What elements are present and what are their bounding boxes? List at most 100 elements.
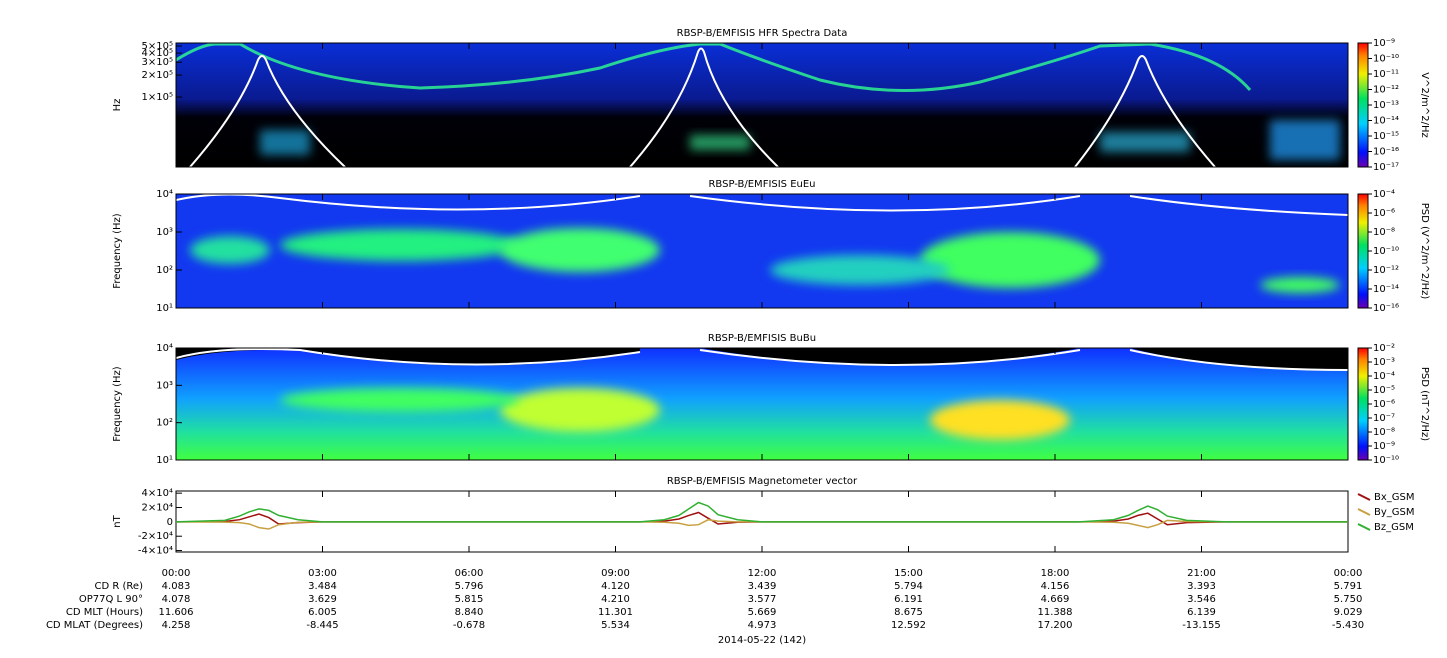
ephemeris-value: 11.301: [598, 607, 633, 618]
colorbar-tick-label: 10⁻¹⁶: [1373, 147, 1399, 158]
y-tick-label: 2×10⁴: [142, 503, 173, 514]
y-tick-label: 3×10⁵: [142, 57, 173, 68]
colorbar-tick-label: 10⁻⁶: [1373, 399, 1395, 410]
series-line: [175, 511, 1348, 526]
ephemeris-value: 11.388: [1038, 607, 1073, 618]
ephemeris-value: 3.577: [748, 594, 777, 605]
spectrogram-image: [176, 43, 1348, 167]
x-tick-label: 09:00: [601, 568, 630, 579]
date-label: 2014-05-22 (142): [718, 635, 806, 646]
colorbar-tick-label: 10⁻³: [1373, 357, 1395, 368]
ephemeris-value: 11.606: [159, 607, 194, 618]
spectrogram-image: [176, 194, 1348, 308]
colorbar-tick-label: 10⁻¹²: [1373, 265, 1399, 276]
colorbar-tick-label: 10⁻⁴: [1373, 371, 1395, 382]
x-tick-label: 00:00: [162, 568, 191, 579]
ephemeris-value: 4.669: [1041, 594, 1070, 605]
x-tick-label: 06:00: [455, 568, 484, 579]
ephemeris-value: 6.139: [1187, 607, 1216, 618]
y-tick-label: 4×10⁴: [142, 488, 173, 499]
colorbar-tick-label: 10⁻¹⁴: [1373, 284, 1399, 295]
panel-title: RBSP-B/EMFISIS EuEu: [708, 179, 815, 190]
ephemeris-value: 5.534: [601, 620, 630, 631]
colorbar-tick-label: 10⁻¹⁵: [1373, 131, 1399, 142]
ephemeris-value: -0.678: [453, 620, 485, 631]
legend-label: Bx_GSM: [1374, 492, 1415, 503]
ephemeris-value: 4.083: [162, 581, 191, 592]
ephemeris-value: -5.430: [1332, 620, 1364, 631]
y-tick-label: 10⁴: [156, 189, 173, 200]
ephemeris-value: 8.840: [455, 607, 484, 618]
ephemeris-value: 17.200: [1038, 620, 1073, 631]
ephemeris-value: 8.675: [894, 607, 923, 618]
colorbar: [1357, 193, 1369, 309]
ephemeris-value: 5.815: [455, 594, 484, 605]
ephemeris-value: 3.393: [1187, 581, 1216, 592]
ephemeris-value: 9.029: [1334, 607, 1363, 618]
legend-label: Bz_GSM: [1374, 522, 1414, 533]
ephemeris-label: CD MLAT (Degrees): [46, 620, 143, 631]
ephemeris-label: CD MLT (Hours): [66, 607, 143, 618]
panel-title: RBSP-B/EMFISIS BuBu: [708, 333, 816, 344]
legend-swatch: [1357, 523, 1371, 531]
colorbar: [1357, 347, 1369, 461]
colorbar-tick-label: 10⁻¹⁰: [1373, 455, 1399, 466]
colorbar: [1357, 42, 1369, 168]
ephemeris-value: 3.439: [748, 581, 777, 592]
colorbar-tick-label: 10⁻⁶: [1373, 208, 1395, 219]
ephemeris-value: 4.078: [162, 594, 191, 605]
y-axis-label: nT: [112, 514, 123, 527]
y-axis-label: Frequency (Hz): [112, 213, 123, 289]
colorbar-tick-label: 10⁻¹²: [1373, 85, 1399, 96]
y-tick-label: 10⁴: [156, 343, 173, 354]
ephemeris-value: 4.120: [601, 581, 630, 592]
colorbar-tick-label: 10⁻¹⁶: [1373, 303, 1399, 314]
colorbar-tick-label: 10⁻¹⁰: [1373, 54, 1399, 65]
legend-swatch: [1357, 508, 1371, 516]
y-tick-label: 2×10⁵: [142, 70, 173, 81]
ephemeris-value: 3.546: [1187, 594, 1216, 605]
colorbar-tick-label: 10⁻¹³: [1373, 100, 1399, 111]
ephemeris-value: 4.973: [748, 620, 777, 631]
ephemeris-value: 4.210: [601, 594, 630, 605]
ephemeris-value: 3.484: [308, 581, 337, 592]
ephemeris-label: OP77Q L 90°: [79, 594, 143, 605]
colorbar-tick-label: 10⁻⁵: [1373, 385, 1395, 396]
colorbar-label: V^2/m^2/Hz: [1419, 72, 1430, 138]
x-tick-label: 12:00: [748, 568, 777, 579]
y-tick-label: 10³: [156, 380, 173, 391]
series-line: [175, 518, 1348, 530]
y-tick-label: 10¹: [156, 303, 173, 314]
ephemeris-value: 5.750: [1334, 594, 1363, 605]
x-tick-label: 03:00: [308, 568, 337, 579]
colorbar-tick-label: 10⁻¹¹: [1373, 69, 1399, 80]
colorbar-tick-label: 10⁻⁹: [1373, 38, 1395, 49]
ephemeris-value: 6.191: [894, 594, 923, 605]
colorbar-tick-label: 10⁻¹⁴: [1373, 116, 1399, 127]
y-tick-label: 10¹: [156, 455, 173, 466]
colorbar-tick-label: 10⁻⁸: [1373, 427, 1395, 438]
colorbar-tick-label: 10⁻²: [1373, 343, 1395, 354]
colorbar-tick-label: 10⁻¹⁷: [1373, 162, 1399, 173]
legend-label: By_GSM: [1374, 507, 1415, 518]
ephemeris-value: 5.796: [455, 581, 484, 592]
panel-title: RBSP-B/EMFISIS HFR Spectra Data: [677, 28, 848, 39]
x-tick-label: 21:00: [1187, 568, 1216, 579]
y-tick-label: -2×10⁴: [138, 531, 173, 542]
y-tick-label: 0: [167, 517, 173, 528]
colorbar-tick-label: 10⁻⁴: [1373, 189, 1395, 200]
spectrogram-image: [176, 348, 1348, 460]
y-tick-label: -4×10⁴: [138, 546, 173, 557]
colorbar-tick-label: 10⁻⁹: [1373, 441, 1395, 452]
colorbar-tick-label: 10⁻⁷: [1373, 413, 1395, 424]
colorbar-label: PSD (nT^2/Hz): [1419, 367, 1430, 441]
y-tick-label: 5×10⁵: [142, 41, 173, 52]
ephemeris-value: 4.156: [1041, 581, 1070, 592]
legend-swatch: [1357, 493, 1371, 501]
series-line: [175, 501, 1348, 523]
ephemeris-value: 5.669: [748, 607, 777, 618]
colorbar-tick-label: 10⁻¹⁰: [1373, 246, 1399, 257]
x-tick-label: 18:00: [1041, 568, 1070, 579]
ephemeris-value: 12.592: [891, 620, 926, 631]
